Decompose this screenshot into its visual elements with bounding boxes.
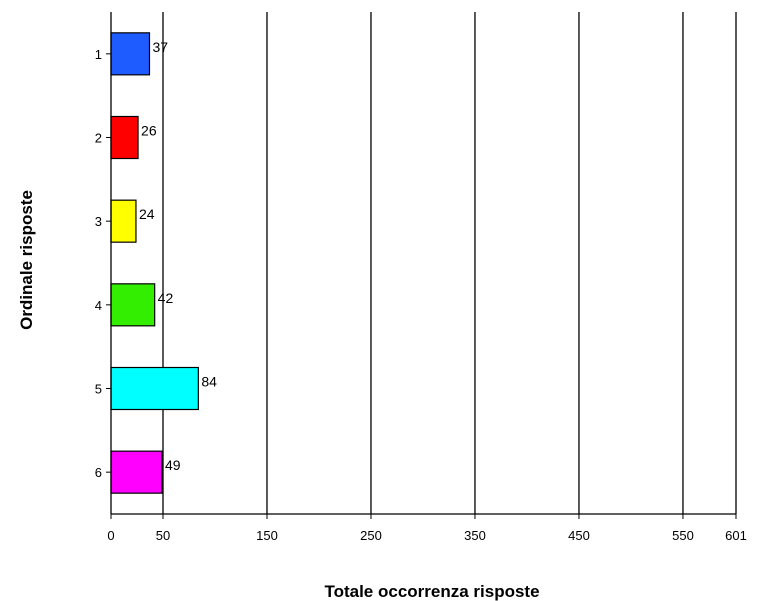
- x-tick-label-350: 350: [464, 528, 486, 543]
- x-tick-label-50: 50: [156, 528, 170, 543]
- bar-3: [110, 199, 137, 243]
- data-label-1: 37: [152, 39, 168, 55]
- x-tick-label-150: 150: [256, 528, 278, 543]
- bar-6: [110, 450, 163, 494]
- grid-lines: [162, 12, 737, 514]
- x-tick-label-450: 450: [568, 528, 590, 543]
- x-tick-labels: 0 50 150 250 350 450 550 601: [107, 514, 747, 543]
- y-tick-label-1: 1: [95, 47, 102, 62]
- x-tick-label-250: 250: [360, 528, 382, 543]
- bar-2: [110, 115, 139, 160]
- data-label-5: 84: [201, 374, 217, 390]
- y-tick-label-4: 4: [95, 298, 102, 313]
- axes: [110, 12, 736, 515]
- bar-5: [110, 366, 199, 411]
- y-tick-label-6: 6: [95, 465, 102, 480]
- data-label-2: 26: [141, 123, 157, 139]
- y-tick-label-5: 5: [95, 382, 102, 397]
- bar-4: [110, 283, 156, 327]
- data-label-3: 24: [139, 206, 155, 222]
- y-tick-labels: 1 2 3 4 5 6: [95, 47, 111, 480]
- y-tick-label-3: 3: [95, 214, 102, 229]
- x-axis-title: Totale occorrenza risposte: [324, 582, 539, 601]
- x-tick-label-0: 0: [107, 528, 114, 543]
- data-label-6: 49: [165, 457, 181, 473]
- y-axis-title: Ordinale risposte: [17, 190, 36, 330]
- x-tick-label-601: 601: [725, 528, 747, 543]
- y-tick-label-2: 2: [95, 131, 102, 146]
- bars: [110, 32, 199, 494]
- data-labels: 37 26 24 42 84 49: [139, 39, 217, 473]
- data-label-4: 42: [158, 290, 174, 306]
- x-tick-label-550: 550: [672, 528, 694, 543]
- bar-1: [110, 32, 151, 76]
